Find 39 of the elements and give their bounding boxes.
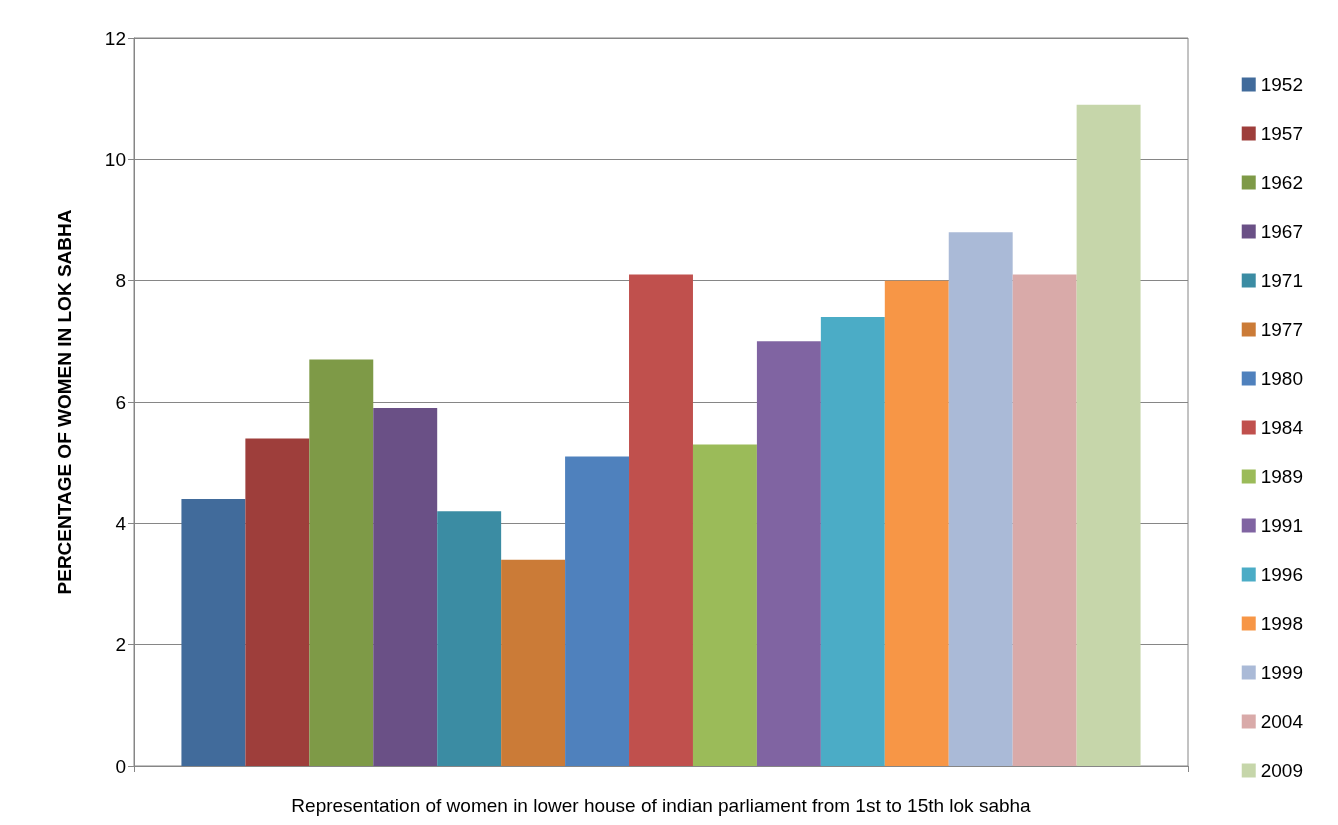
bar (1012, 274, 1077, 766)
bar (756, 341, 821, 766)
legend-label: 1971 (1260, 270, 1304, 291)
bar (565, 456, 630, 766)
legend-label: 1998 (1260, 613, 1304, 634)
legend-label: 1977 (1260, 319, 1304, 340)
bar (245, 438, 310, 766)
bar (501, 559, 566, 766)
bar (437, 511, 502, 766)
y-axis-title: PERCENTAGE OF WOMEN IN LOK SABHA (54, 209, 75, 595)
legend-label: 1967 (1260, 221, 1304, 242)
y-tick-label: 2 (115, 634, 126, 656)
bar (309, 359, 374, 766)
y-tick-label: 10 (104, 148, 126, 170)
y-tick-label: 8 (115, 270, 126, 292)
bar (181, 499, 246, 766)
y-tick-label: 0 (115, 755, 126, 777)
legend-label: 2004 (1260, 711, 1304, 732)
bar (1076, 104, 1141, 766)
legend-label: 1991 (1260, 515, 1304, 536)
legend-label: 1996 (1260, 564, 1304, 585)
legend-label: 2009 (1260, 760, 1304, 781)
bar (373, 408, 438, 766)
legend-label: 1999 (1260, 662, 1304, 683)
bar (884, 280, 949, 766)
bar (948, 232, 1013, 766)
bar (820, 317, 885, 766)
legend-label: 1980 (1260, 368, 1304, 389)
bar (692, 444, 757, 766)
legend-label: 1984 (1260, 417, 1304, 438)
legend-label: 1989 (1260, 466, 1304, 487)
x-axis-title: Representation of women in lower house of indian parliament from 1st to 15th lok sabha (291, 795, 1032, 816)
y-tick-label: 12 (104, 27, 126, 49)
y-tick-label: 4 (115, 512, 127, 534)
legend-label: 1962 (1260, 172, 1304, 193)
y-tick-label: 6 (115, 391, 126, 413)
legend-label: 1952 (1260, 74, 1304, 95)
legend-label: 1957 (1260, 123, 1304, 144)
bar (629, 274, 693, 766)
